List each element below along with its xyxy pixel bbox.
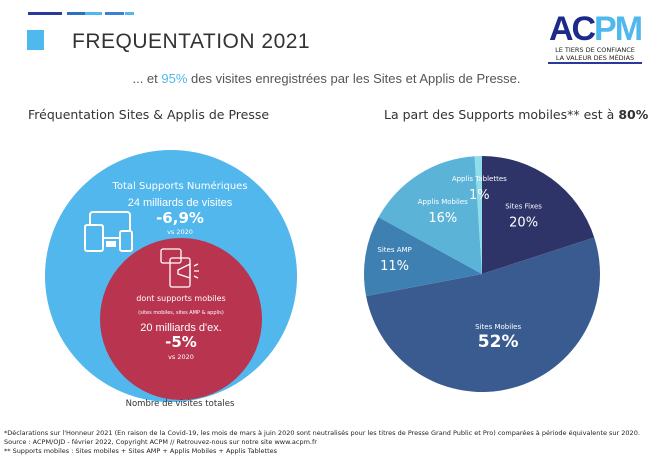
slice-name-label: Sites AMP xyxy=(377,246,411,254)
slice-name-label: Sites Mobiles xyxy=(475,323,521,331)
slice-value-label: 20% xyxy=(509,216,538,231)
left-heading: Fréquentation Sites & Applis de Presse xyxy=(28,107,270,122)
inner-circle xyxy=(100,238,262,400)
mobile-megaphone-icon xyxy=(160,248,199,288)
pie-slice-applis-mobiles xyxy=(378,156,482,274)
subtitle: ... et 95% des visites enregistrées par … xyxy=(132,71,521,86)
inner-value: 20 milliards d'ex. xyxy=(140,322,222,334)
slice-value-label: 11% xyxy=(380,259,409,274)
outer-change: -6,9% xyxy=(156,209,204,227)
logo-tagline: LE TIERS DE CONFIANCE xyxy=(555,46,635,54)
decor-bar xyxy=(105,12,124,15)
footnote: *Déclarations sur l'Honneur 2021 (En rai… xyxy=(4,429,640,437)
decor-bar xyxy=(85,12,102,15)
inner-vs: vs 2020 xyxy=(168,353,194,361)
decor-bar xyxy=(125,12,134,15)
inner-sublabel: (sites mobiles, sites AMP & applis) xyxy=(138,310,224,316)
slice-name-label: Applis Tablettes xyxy=(452,175,507,183)
slice-name-label: Sites Fixes xyxy=(505,203,542,211)
pie-slice-sites-mobiles xyxy=(366,237,600,393)
footnote-mobile: ** Supports mobiles : Sites mobiles + Si… xyxy=(4,447,277,455)
inner-label: dont supports mobiles xyxy=(136,294,226,303)
inner-change: -5% xyxy=(165,333,197,351)
slice-value-label: 52% xyxy=(478,332,519,352)
outer-value: 24 milliards de visites xyxy=(127,197,233,209)
pie-slice-applis-tablettes xyxy=(474,156,482,274)
decor-bar xyxy=(28,12,62,15)
pie-slice-sites-amp xyxy=(364,217,482,297)
slice-value-label: 16% xyxy=(428,211,457,226)
logo-tagline: LA VALEUR DES MÉDIAS xyxy=(548,54,642,64)
right-heading: La part des Supports mobiles** est à 80% xyxy=(384,107,649,122)
outer-label: Total Supports Numériques xyxy=(112,181,248,192)
pie-slice-sites-fixes xyxy=(482,156,595,274)
title-square xyxy=(27,30,44,50)
left-caption: Nombre de visites totales xyxy=(125,399,235,409)
outer-vs: vs 2020 xyxy=(167,228,193,236)
source-note: Source : ACPM/OJD - février 2022, Copyri… xyxy=(4,438,317,446)
slice-name-label: Applis Mobiles xyxy=(418,198,468,206)
decor-bar xyxy=(67,12,85,15)
devices-icon xyxy=(84,211,133,252)
page-title: FREQUENTATION 2021 xyxy=(72,30,311,53)
slice-value-label: 1% xyxy=(469,188,490,203)
acpm-logo: ACPM LE TIERS DE CONFIANCE LA VALEUR DES… xyxy=(548,10,643,64)
